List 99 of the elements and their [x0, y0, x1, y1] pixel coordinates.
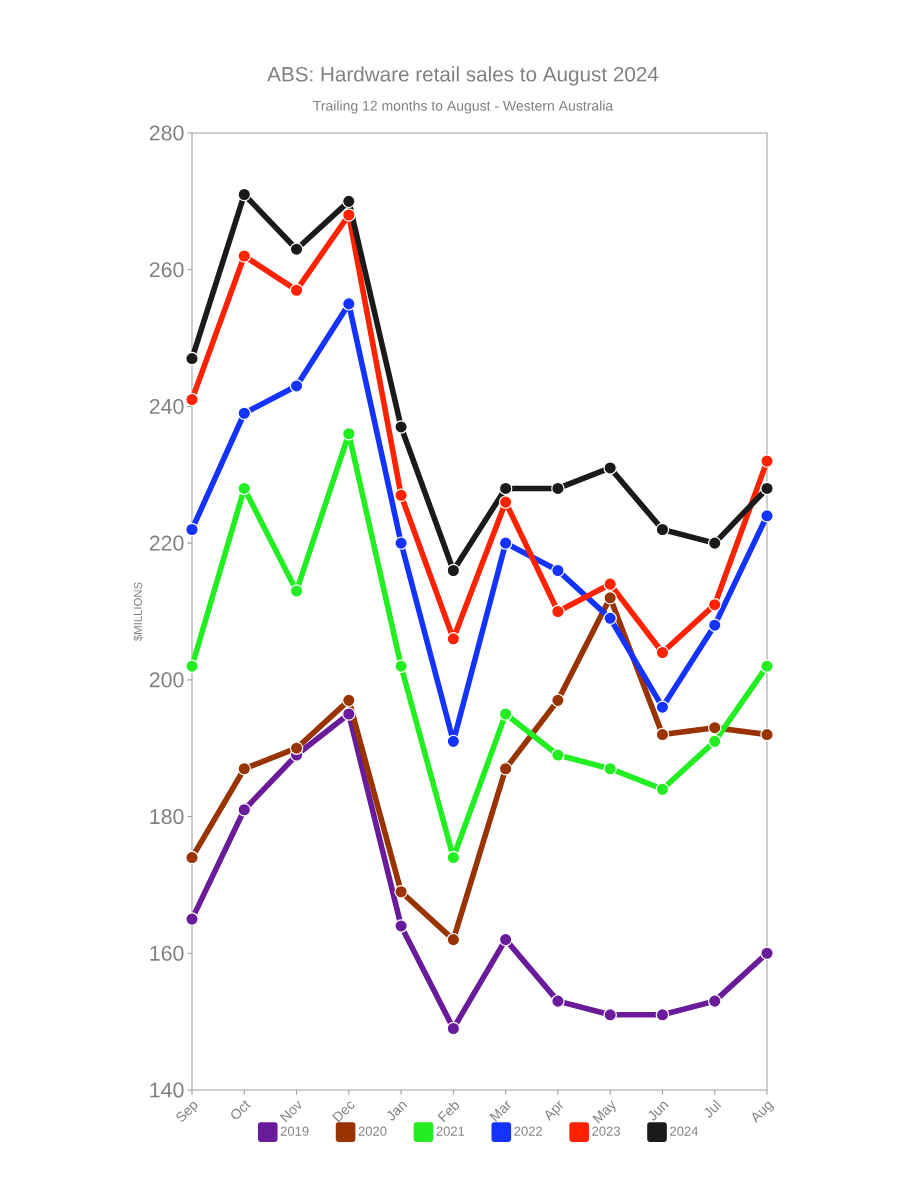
point: [603, 611, 617, 626]
point: [708, 618, 722, 632]
point: [446, 932, 461, 947]
point: [551, 748, 565, 762]
point: [289, 242, 304, 256]
point: [446, 850, 461, 865]
x-tick-label: Nov: [279, 1100, 302, 1123]
chart-subtitle: Trailing 12 months to August - Western Australia: [313, 100, 614, 114]
legend-label: 2021: [436, 1126, 465, 1136]
point: [655, 1008, 670, 1022]
legend-label: 2023: [592, 1126, 620, 1136]
point: [185, 850, 199, 865]
point: [551, 994, 565, 1008]
point: [394, 420, 408, 434]
point: [446, 1021, 461, 1036]
y-tick-label: 200: [149, 672, 184, 688]
point: [551, 481, 565, 496]
point: [498, 536, 513, 550]
point: [394, 919, 408, 933]
point: [708, 597, 722, 612]
y-tick-label: 260: [149, 262, 184, 278]
point: [708, 994, 722, 1008]
legend-label: 2019: [280, 1126, 309, 1136]
x-tick-label: Oct: [231, 1100, 252, 1119]
point: [708, 536, 722, 550]
chart-title: ABS: Hardware retail sales to August 2024: [267, 66, 659, 86]
point: [760, 659, 774, 673]
point: [655, 727, 670, 742]
point: [498, 481, 513, 496]
point: [237, 249, 252, 263]
point: [237, 481, 252, 496]
point: [342, 297, 356, 311]
point: [760, 946, 774, 961]
point: [289, 584, 304, 598]
point: [551, 604, 565, 619]
x-tick-label: Apr: [545, 1100, 563, 1122]
point: [498, 707, 513, 721]
legend-label: 2024: [670, 1126, 699, 1136]
point: [237, 187, 252, 202]
y-tick-label: 240: [149, 398, 184, 414]
point: [603, 591, 617, 605]
point: [342, 208, 356, 222]
point: [185, 351, 199, 366]
point: [237, 803, 252, 817]
point: [185, 522, 199, 537]
point: [498, 761, 513, 776]
point: [708, 720, 722, 735]
point: [342, 427, 356, 441]
x-tick-label: Jan: [387, 1101, 408, 1121]
x-tick-label: Feb: [437, 1102, 460, 1123]
legend-label: 2020: [358, 1126, 387, 1136]
point: [760, 454, 774, 468]
point: [603, 1008, 617, 1022]
point: [342, 707, 356, 721]
point: [446, 734, 461, 749]
point: [446, 632, 461, 646]
point: [551, 693, 565, 708]
point: [185, 659, 199, 673]
point: [289, 379, 304, 393]
point: [603, 461, 617, 475]
point: [498, 495, 513, 509]
x-tick-label: Dec: [332, 1101, 355, 1123]
y-tick-label: 140: [150, 1082, 184, 1098]
legend-label: 2022: [514, 1126, 543, 1136]
x-tick-label: Aug: [752, 1101, 775, 1124]
point: [185, 912, 199, 926]
point: [394, 536, 408, 550]
y-tick-label: 280: [149, 125, 184, 141]
point: [655, 782, 670, 796]
point: [760, 481, 774, 496]
y-tick-label: 180: [150, 809, 184, 825]
x-tick-label: Mar: [489, 1100, 511, 1122]
point: [394, 659, 408, 673]
point: [551, 563, 565, 578]
point: [603, 577, 617, 591]
y-axis-title: $MILLIONS: [133, 582, 143, 641]
point: [394, 885, 408, 899]
point: [289, 283, 304, 297]
point: [655, 522, 670, 537]
point: [237, 761, 252, 776]
y-tick-label: 160: [150, 945, 184, 961]
point: [185, 392, 199, 407]
point: [708, 734, 722, 749]
point: [289, 741, 304, 755]
y-tick-label: 220: [149, 535, 184, 551]
point: [342, 693, 356, 708]
x-tick-label: Sep: [176, 1101, 198, 1122]
point: [446, 563, 461, 578]
point: [760, 509, 774, 523]
point: [342, 194, 356, 209]
point: [498, 932, 513, 947]
point: [655, 645, 670, 660]
point: [394, 488, 408, 503]
point: [237, 406, 252, 420]
point: [760, 727, 774, 742]
x-tick-label: Jun: [648, 1101, 669, 1121]
x-tick-label: Jul: [704, 1099, 722, 1118]
point: [603, 761, 617, 776]
point: [655, 700, 670, 714]
